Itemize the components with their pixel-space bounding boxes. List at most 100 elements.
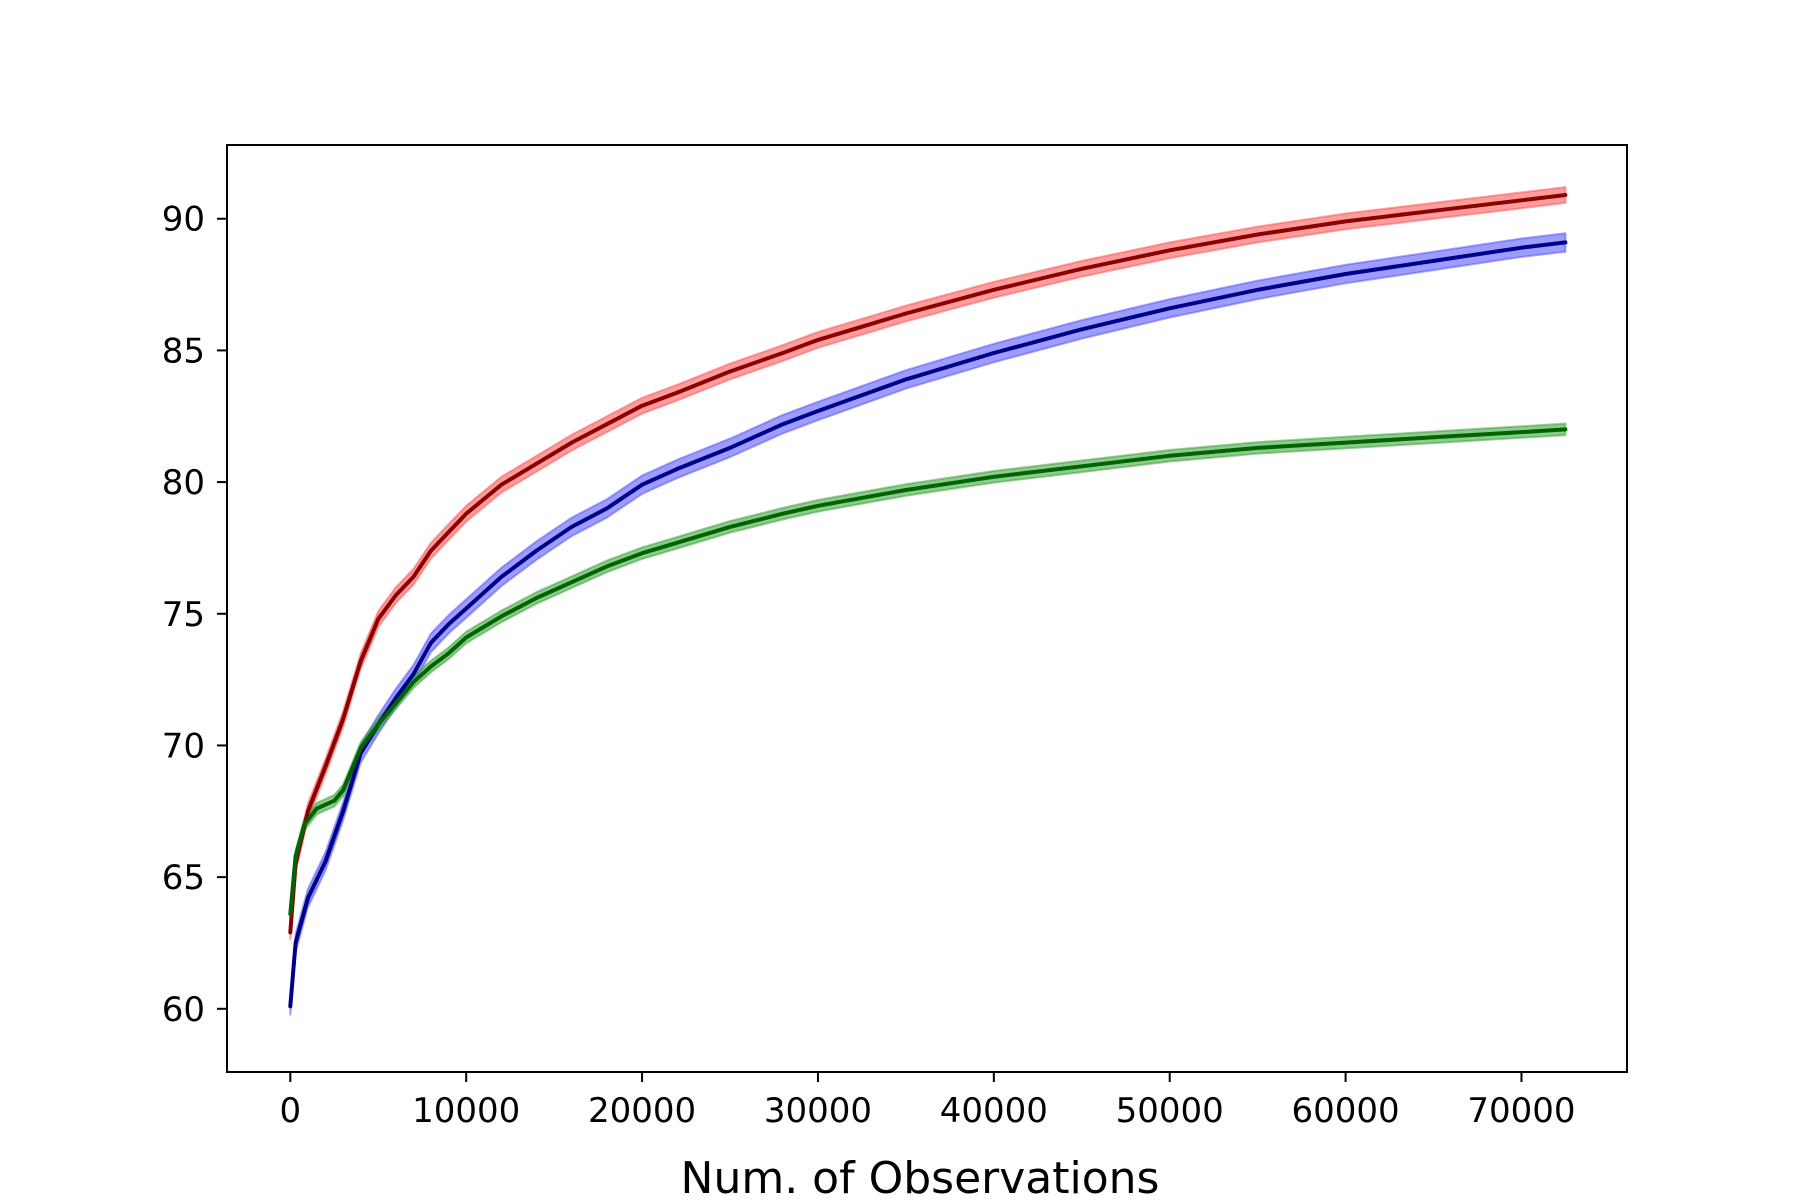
series-2-point bbox=[295, 942, 297, 944]
x-tick-label: 50000 bbox=[1116, 1091, 1224, 1131]
y-tick-label: 80 bbox=[162, 463, 205, 503]
series-1-point bbox=[993, 289, 995, 291]
series-band-2 bbox=[289, 232, 1567, 1016]
series-2-point bbox=[430, 642, 432, 644]
series-1-point bbox=[395, 594, 397, 596]
series-3-point bbox=[377, 723, 379, 725]
series-2-point bbox=[782, 423, 784, 425]
series-lines bbox=[288, 193, 1568, 1009]
x-tick-label: 70000 bbox=[1467, 1091, 1575, 1131]
confidence-bands bbox=[289, 185, 1567, 1016]
series-2-point bbox=[1433, 260, 1435, 262]
series-3-point bbox=[395, 702, 397, 704]
series-band-1 bbox=[289, 185, 1567, 941]
series-line-2 bbox=[288, 240, 1568, 1009]
series-2-point bbox=[729, 447, 731, 449]
x-axis-ticks: 0 10000 20000 30000 40000 50000 60000 70000 bbox=[279, 1072, 1576, 1131]
series-1-point bbox=[1345, 220, 1347, 222]
series-2-point bbox=[1564, 241, 1566, 243]
series-1-point bbox=[905, 313, 907, 315]
series-3-point bbox=[316, 808, 318, 810]
series-3-point bbox=[289, 913, 291, 915]
series-1-point bbox=[782, 352, 784, 354]
series-1-point bbox=[606, 423, 608, 425]
series-2-point bbox=[1345, 273, 1347, 275]
series-1-point bbox=[360, 660, 362, 662]
series-1-point bbox=[641, 405, 643, 407]
series-3-point bbox=[295, 855, 297, 857]
series-2-point bbox=[307, 897, 309, 899]
series-3-point bbox=[465, 637, 467, 639]
y-tick-label: 90 bbox=[162, 200, 205, 240]
series-1-point bbox=[1081, 268, 1083, 270]
series-3-point bbox=[1345, 442, 1347, 444]
series-3-point bbox=[448, 652, 450, 654]
series-2-point bbox=[1521, 247, 1523, 249]
series-2-point bbox=[571, 526, 573, 528]
y-tick-label: 60 bbox=[162, 990, 205, 1030]
series-line-1 bbox=[288, 193, 1568, 935]
series-1-point bbox=[1169, 249, 1171, 251]
series-3-point bbox=[729, 526, 731, 528]
series-1-point bbox=[325, 766, 327, 768]
series-3-point bbox=[1564, 428, 1566, 430]
series-3-point bbox=[1169, 455, 1171, 457]
series-2-point bbox=[289, 1005, 291, 1007]
series-1-point bbox=[289, 931, 291, 933]
series-2-point bbox=[342, 810, 344, 812]
series-line-3 bbox=[288, 427, 1568, 916]
series-3-point bbox=[641, 552, 643, 554]
series-3-point bbox=[1257, 447, 1259, 449]
series-2-point bbox=[325, 860, 327, 862]
x-axis-title: Num. of Observations bbox=[681, 1153, 1160, 1200]
y-tick-label: 65 bbox=[162, 858, 205, 898]
series-3-point bbox=[1081, 465, 1083, 467]
series-1-point bbox=[571, 442, 573, 444]
series-1-point bbox=[676, 392, 678, 394]
series-1-point bbox=[377, 618, 379, 620]
series-3-point bbox=[500, 615, 502, 617]
series-1-point bbox=[465, 513, 467, 515]
series-2-point bbox=[905, 378, 907, 380]
series-3-point bbox=[1433, 436, 1435, 438]
series-2-point bbox=[676, 468, 678, 470]
series-2-point bbox=[1081, 328, 1083, 330]
series-3-point bbox=[303, 823, 305, 825]
series-1-point bbox=[307, 810, 309, 812]
series-1-point bbox=[1521, 199, 1523, 201]
series-3-point bbox=[676, 542, 678, 544]
series-3-point bbox=[905, 489, 907, 491]
x-tick-label: 20000 bbox=[588, 1091, 696, 1131]
series-1-point bbox=[412, 576, 414, 578]
series-2-point bbox=[993, 352, 995, 354]
series-1-point bbox=[448, 531, 450, 533]
series-3-point bbox=[536, 597, 538, 599]
series-1-point bbox=[500, 484, 502, 486]
series-3-point bbox=[342, 789, 344, 791]
series-2-point bbox=[1257, 289, 1259, 291]
x-tick-label: 10000 bbox=[412, 1091, 520, 1131]
series-2-point bbox=[536, 550, 538, 552]
series-1-point bbox=[430, 550, 432, 552]
series-3-point bbox=[412, 681, 414, 683]
series-3-point bbox=[993, 476, 995, 478]
series-3-point bbox=[360, 747, 362, 749]
series-3-point bbox=[430, 665, 432, 667]
plot-frame bbox=[226, 144, 1628, 1073]
series-2-point bbox=[465, 608, 467, 610]
series-1-point bbox=[1257, 234, 1259, 236]
series-2-point bbox=[395, 697, 397, 699]
series-2-point bbox=[448, 623, 450, 625]
series-3-point bbox=[333, 800, 335, 802]
series-band-3 bbox=[289, 422, 1567, 920]
series-2-point bbox=[500, 576, 502, 578]
series-3-point bbox=[1521, 431, 1523, 433]
series-2-point bbox=[1169, 307, 1171, 309]
series-1-point bbox=[1564, 194, 1566, 196]
x-tick-label: 0 bbox=[279, 1091, 301, 1131]
y-axis-ticks: 60 65 70 75 80 85 90 bbox=[162, 200, 227, 1030]
x-tick-label: 60000 bbox=[1292, 1091, 1400, 1131]
series-1-point bbox=[817, 339, 819, 341]
